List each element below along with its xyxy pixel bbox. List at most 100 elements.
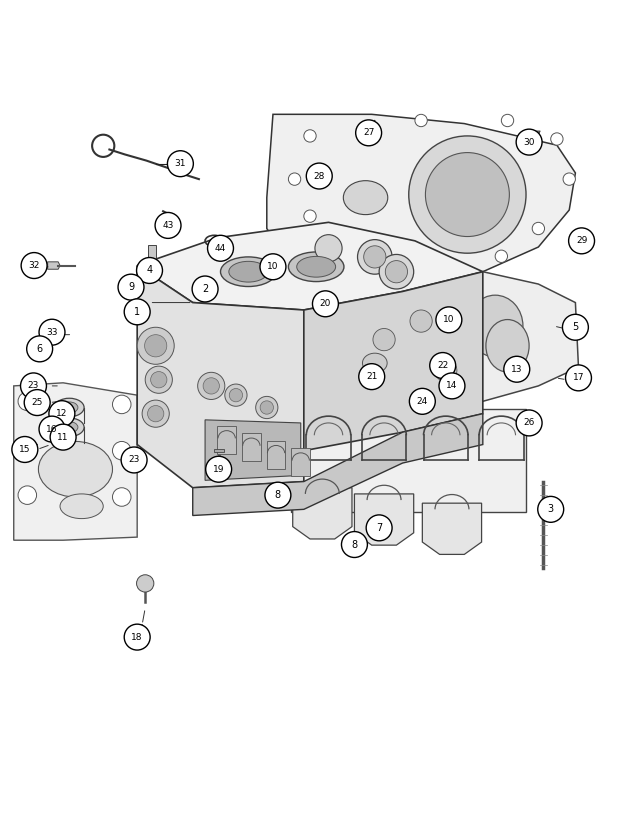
Polygon shape (218, 426, 236, 454)
Ellipse shape (343, 181, 388, 214)
Text: 24: 24 (417, 397, 428, 406)
Polygon shape (193, 414, 483, 516)
Circle shape (265, 482, 291, 508)
Circle shape (112, 487, 131, 506)
Polygon shape (137, 266, 304, 487)
Ellipse shape (467, 295, 523, 357)
Circle shape (121, 447, 147, 473)
Circle shape (425, 152, 510, 236)
Text: 23: 23 (28, 381, 39, 390)
Ellipse shape (55, 399, 84, 416)
Text: 14: 14 (446, 381, 458, 390)
Text: 20: 20 (320, 299, 331, 308)
Circle shape (137, 328, 174, 364)
Circle shape (409, 136, 526, 253)
Circle shape (142, 400, 169, 427)
Circle shape (504, 356, 529, 382)
Circle shape (18, 392, 37, 411)
Circle shape (144, 335, 167, 357)
Ellipse shape (61, 421, 78, 433)
Text: 5: 5 (572, 322, 578, 333)
Circle shape (364, 246, 386, 268)
Circle shape (151, 372, 167, 388)
Circle shape (12, 437, 38, 462)
Circle shape (312, 291, 339, 317)
Text: 13: 13 (511, 365, 523, 374)
Text: 18: 18 (131, 632, 143, 641)
Text: 23: 23 (128, 456, 140, 465)
Text: 4: 4 (146, 266, 153, 275)
Circle shape (563, 173, 575, 185)
Circle shape (436, 307, 462, 333)
Circle shape (430, 353, 456, 378)
Ellipse shape (288, 252, 344, 282)
Circle shape (208, 236, 234, 262)
Text: 16: 16 (46, 425, 58, 434)
Circle shape (373, 328, 395, 350)
Text: 12: 12 (56, 409, 68, 418)
Circle shape (27, 336, 53, 362)
Text: 43: 43 (162, 221, 174, 230)
Text: 26: 26 (523, 418, 535, 427)
Circle shape (516, 410, 542, 436)
Text: 8: 8 (352, 540, 358, 549)
Circle shape (288, 173, 301, 185)
Text: 22: 22 (437, 361, 448, 370)
Text: 25: 25 (32, 398, 43, 407)
Text: 7: 7 (376, 523, 383, 533)
Text: 17: 17 (573, 373, 584, 382)
Circle shape (49, 401, 75, 426)
Text: 3: 3 (547, 504, 554, 514)
Circle shape (225, 384, 247, 406)
Polygon shape (267, 441, 285, 469)
Circle shape (379, 254, 414, 289)
Circle shape (569, 228, 595, 253)
Circle shape (255, 396, 278, 419)
Polygon shape (304, 271, 483, 451)
Ellipse shape (55, 418, 84, 437)
Circle shape (358, 240, 392, 274)
Polygon shape (48, 262, 60, 269)
Circle shape (342, 531, 368, 557)
Circle shape (155, 213, 181, 238)
Polygon shape (293, 487, 352, 539)
Circle shape (385, 261, 407, 283)
Circle shape (39, 319, 65, 346)
Text: 29: 29 (576, 236, 587, 245)
Text: 44: 44 (215, 244, 226, 253)
Ellipse shape (363, 353, 387, 373)
Polygon shape (291, 409, 526, 513)
Ellipse shape (229, 262, 268, 282)
Circle shape (198, 372, 225, 399)
Text: 8: 8 (275, 490, 281, 500)
Polygon shape (422, 503, 482, 554)
Ellipse shape (221, 257, 276, 287)
Circle shape (315, 235, 342, 262)
Circle shape (50, 424, 76, 450)
Circle shape (118, 274, 144, 300)
Ellipse shape (61, 402, 78, 413)
Circle shape (18, 438, 37, 457)
Circle shape (538, 496, 564, 522)
Text: 27: 27 (363, 128, 374, 138)
Ellipse shape (38, 442, 112, 497)
Circle shape (112, 395, 131, 414)
Text: 6: 6 (37, 344, 43, 354)
Circle shape (124, 299, 150, 325)
Circle shape (562, 315, 588, 340)
Circle shape (21, 253, 47, 279)
Circle shape (203, 377, 219, 394)
Circle shape (145, 366, 172, 394)
Circle shape (167, 151, 193, 177)
Circle shape (39, 416, 65, 442)
Circle shape (192, 276, 218, 302)
Text: 19: 19 (213, 465, 224, 474)
Text: 11: 11 (58, 433, 69, 442)
Circle shape (356, 120, 381, 146)
Circle shape (18, 486, 37, 504)
Circle shape (565, 365, 591, 391)
Circle shape (136, 258, 162, 284)
Circle shape (112, 442, 131, 460)
Circle shape (439, 373, 465, 399)
Circle shape (260, 253, 286, 280)
